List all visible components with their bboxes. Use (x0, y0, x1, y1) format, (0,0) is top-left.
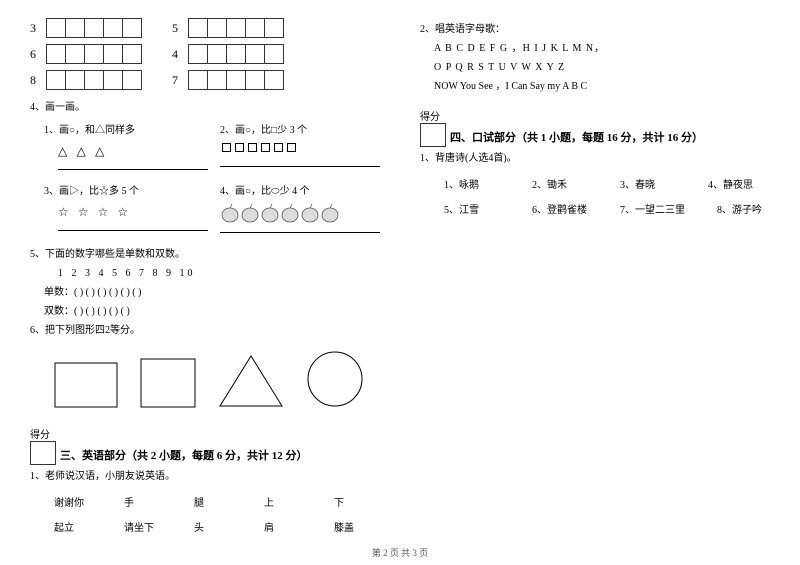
grid-pair-2: 6 4 (30, 44, 410, 70)
q4-row1: 1、画○，和△同样多 △ △ △ 2、画○，比□少 3 个 (30, 119, 410, 180)
grid-number: 6 (30, 47, 46, 62)
answer-line (58, 227, 208, 231)
eng2-l3: NOW You See ，I Can Say my A B C (420, 79, 773, 94)
left-column: 3 5 6 4 8 7 4、画一画。 1、画○，和△同样多 (30, 18, 410, 528)
score-box-2: 得分 四、口试部分（共 1 小题，每题 16 分，共计 16 分） (420, 108, 773, 147)
section3-title: 三、英语部分（共 2 小题，每题 6 分，共计 12 分） (60, 447, 308, 465)
score-box: 得分 三、英语部分（共 2 小题，每题 6 分，共计 12 分） (30, 426, 410, 465)
score-label: 得分 (420, 108, 446, 123)
q5-odd: 单数：( ) ( ) ( ) ( ) ( ) ( ) (30, 285, 410, 300)
score-rect (420, 123, 446, 147)
eng2-title: 2、唱英语字母歌： (420, 22, 773, 37)
vocab-item: 起立 (54, 519, 94, 534)
grid-boxes (46, 18, 142, 38)
score-label: 得分 (30, 426, 56, 441)
eng2-l1: A B C D E F G ，H I J K L M N， (420, 41, 773, 56)
section3-line1: 1、老师说汉语，小朋友说英语。 (30, 469, 410, 484)
poem-item: 3、春晓 (620, 176, 676, 191)
poem-item: 7、一望二三里 (620, 201, 685, 216)
poem-item: 5、江雪 (444, 201, 500, 216)
q6-title: 6、把下列图形四2等分。 (30, 323, 410, 338)
vocab-item: 上 (264, 494, 304, 509)
right-column: 2、唱英语字母歌： A B C D E F G ，H I J K L M N， … (420, 18, 773, 528)
grid-number: 7 (172, 73, 188, 88)
vocab-item: 下 (334, 494, 374, 509)
grid-pair-1: 3 5 (30, 18, 410, 44)
poem-item: 1、咏鹅 (444, 176, 500, 191)
answer-line (220, 229, 380, 233)
poem-row-2: 5、江雪 6、登鹳雀楼 7、一望二三里 8、游子吟 (420, 201, 773, 216)
poem-item: 6、登鹳雀楼 (532, 201, 588, 216)
poem-row-1: 1、咏鹅 2、锄禾 3、春晓 4、静夜思 (420, 176, 773, 191)
shapes-row (30, 342, 410, 416)
section4-title: 四、口试部分（共 1 小题，每题 16 分，共计 16 分） (450, 129, 703, 147)
vocab-item: 腿 (194, 494, 234, 509)
vocab-item: 手 (124, 494, 164, 509)
q4-row2: 3、画▷，比☆多 5 个 ☆ ☆ ☆ ☆ 4、画○，比⬭少 4 个 (30, 180, 410, 243)
circle-shape (306, 350, 364, 408)
q4-s4-title: 4、画○，比⬭少 4 个 (220, 184, 410, 199)
vocab-item: 肩 (264, 519, 304, 534)
section4-line1: 1、背唐诗(人选4首)。 (420, 151, 773, 166)
score-rect (30, 441, 56, 465)
rectangle-shape (54, 362, 118, 408)
poem-item: 4、静夜思 (708, 176, 764, 191)
grid-number: 5 (172, 21, 188, 36)
grid-boxes (188, 18, 284, 38)
q4-s3-title: 3、画▷，比☆多 5 个 (30, 184, 220, 199)
grid-number: 8 (30, 73, 46, 88)
vocab-row-2: 起立 请坐下 头 肩 膝盖 (30, 519, 410, 534)
vocab-item: 头 (194, 519, 234, 534)
grid-number: 3 (30, 21, 46, 36)
star-row: ☆ ☆ ☆ ☆ (30, 203, 220, 221)
triangle-shape (218, 354, 284, 408)
square-row (220, 142, 410, 157)
q5-even: 双数：( ) ( ) ( ) ( ) ( ) (30, 304, 410, 319)
answer-line (58, 166, 208, 170)
triangle-row: △ △ △ (30, 142, 220, 160)
apple-row (220, 203, 410, 223)
q4-s2-title: 2、画○，比□少 3 个 (220, 123, 410, 138)
poem-item: 2、锄禾 (532, 176, 588, 191)
poem-item: 8、游子吟 (717, 201, 773, 216)
vocab-item: 请坐下 (124, 519, 164, 534)
page-footer: 第 2 页 共 3 页 (0, 546, 800, 559)
square-shape (140, 358, 196, 408)
vocab-item: 膝盖 (334, 519, 374, 534)
grid-row: 5 (172, 18, 284, 38)
vocab-row-1: 谢谢你 手 腿 上 下 (30, 494, 410, 509)
grid-number: 4 (172, 47, 188, 62)
q4-title: 4、画一画。 (30, 100, 410, 115)
q5-numbers: 1 2 3 4 5 6 7 8 9 10 (30, 266, 410, 281)
vocab-item: 谢谢你 (54, 494, 94, 509)
apple-icons (220, 203, 370, 223)
q5-title: 5、下面的数字哪些是单数和双数。 (30, 247, 410, 262)
grid-row: 3 (30, 18, 142, 38)
page-body: 3 5 6 4 8 7 4、画一画。 1、画○，和△同样多 (30, 18, 770, 528)
grid-pair-3: 8 7 (30, 70, 410, 96)
answer-line (220, 163, 380, 167)
q4-s1-title: 1、画○，和△同样多 (30, 123, 220, 138)
eng2-l2: O P Q R S T U V W X Y Z (420, 60, 773, 75)
